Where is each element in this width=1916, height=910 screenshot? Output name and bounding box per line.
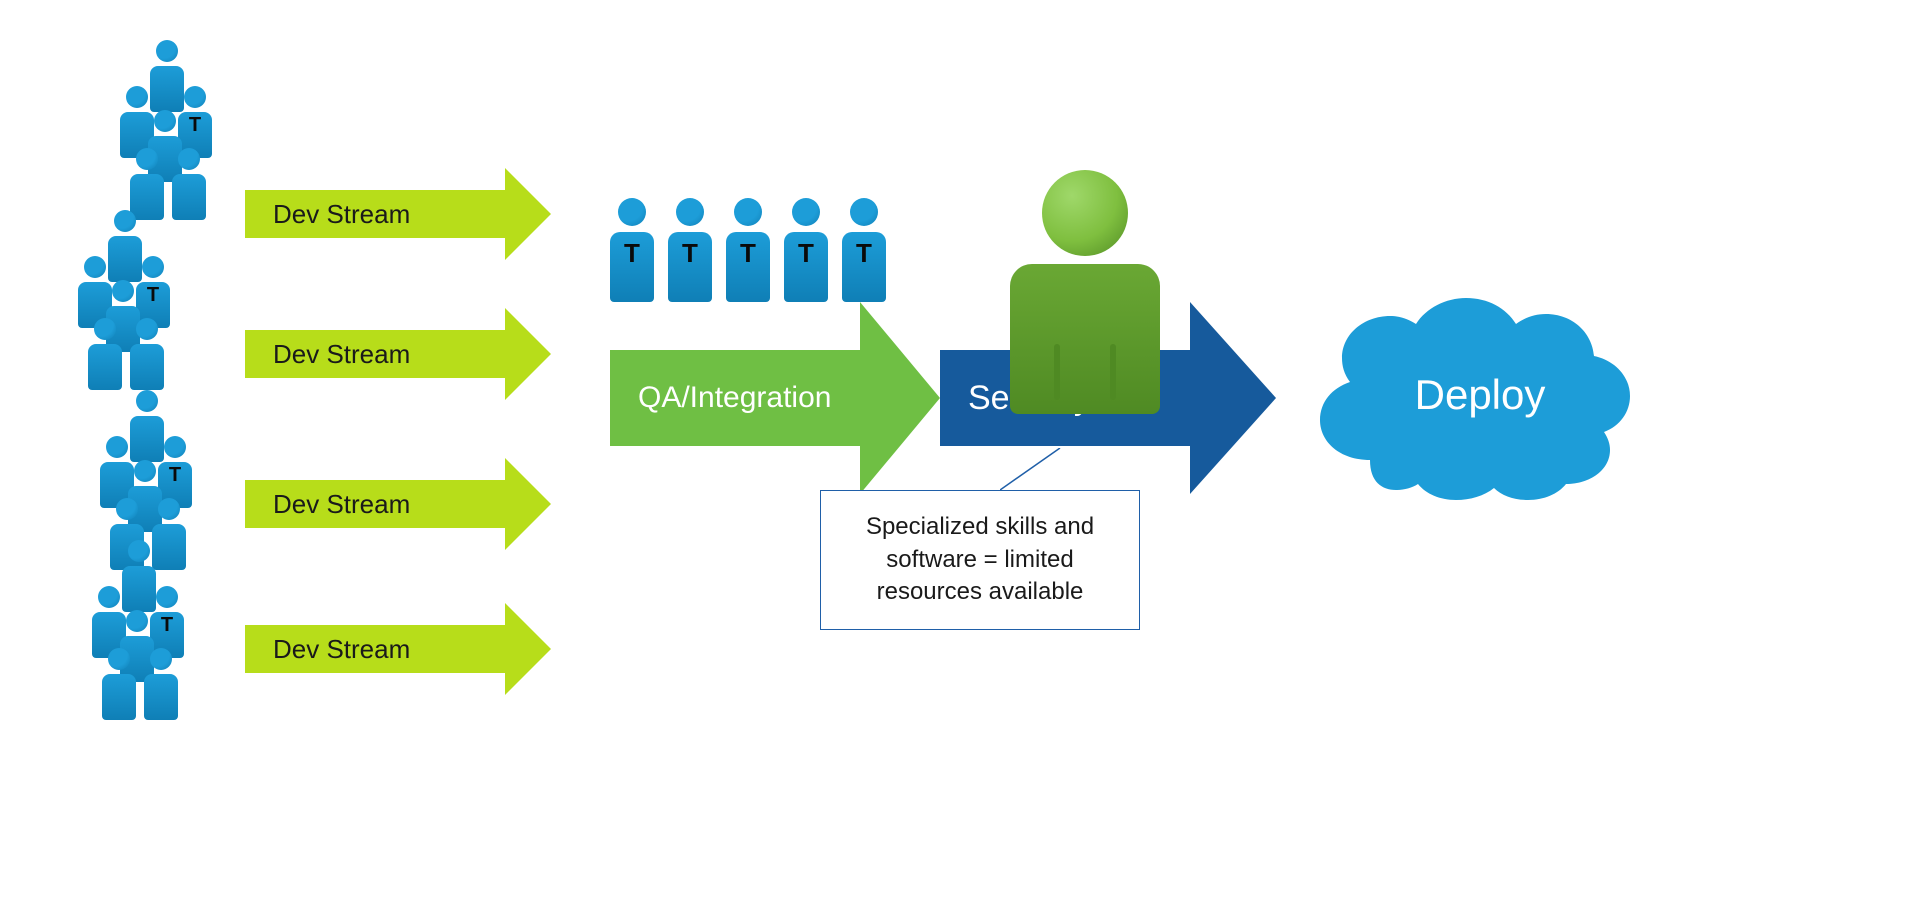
- deploy-label: Deploy: [1415, 371, 1546, 419]
- t-mark: T: [189, 114, 201, 137]
- dev-person-icon: [88, 318, 122, 390]
- security-callout-text: Specialized skills and software = limite…: [839, 511, 1121, 608]
- person-head: [116, 498, 138, 520]
- person-torso: [88, 344, 122, 390]
- person-head: [114, 210, 136, 232]
- dev-stream-arrow-2-head: [505, 308, 551, 400]
- person-head: [126, 86, 148, 108]
- dev-stream-arrow-1-label: Dev Stream: [273, 199, 410, 230]
- person-head: [184, 86, 206, 108]
- security-body: [1010, 264, 1160, 414]
- dev-stream-arrow-3-label: Dev Stream: [273, 489, 410, 520]
- qa-team: TTTTT: [610, 198, 886, 302]
- qa-person-icon: T: [784, 198, 828, 302]
- person-head: [112, 280, 134, 302]
- person-head: [734, 198, 762, 226]
- dev-stream-arrow-3-body: Dev Stream: [245, 480, 505, 528]
- t-mark: T: [161, 614, 173, 637]
- person-head: [136, 390, 158, 412]
- person-torso: T: [668, 232, 712, 302]
- callout-leader-line: [1000, 448, 1062, 492]
- person-torso: [144, 674, 178, 720]
- dev-stream-arrow-2-label: Dev Stream: [273, 339, 410, 370]
- dev-team-1: T: [120, 40, 230, 210]
- deploy-cloud: Deploy: [1300, 290, 1660, 500]
- dev-stream-arrow-2-body: Dev Stream: [245, 330, 505, 378]
- person-head: [158, 498, 180, 520]
- person-torso: T: [610, 232, 654, 302]
- person-head: [136, 318, 158, 340]
- person-torso: T: [784, 232, 828, 302]
- dev-stream-arrow-2: Dev Stream: [245, 330, 551, 378]
- person-head: [156, 586, 178, 608]
- dev-stream-arrow-1-body: Dev Stream: [245, 190, 505, 238]
- dev-stream-arrow-4-label: Dev Stream: [273, 634, 410, 665]
- t-mark: T: [740, 238, 756, 269]
- t-mark: T: [624, 238, 640, 269]
- dev-stream-arrow-1: Dev Stream: [245, 190, 551, 238]
- t-mark: T: [169, 464, 181, 487]
- qa-integration-arrow: QA/Integration: [610, 350, 940, 446]
- slit: [1054, 344, 1060, 400]
- person-head: [128, 540, 150, 562]
- person-head: [850, 198, 878, 226]
- person-head: [154, 110, 176, 132]
- qa-person-icon: T: [842, 198, 886, 302]
- t-mark: T: [147, 284, 159, 307]
- person-head: [94, 318, 116, 340]
- qa-integration-arrow-label: QA/Integration: [638, 381, 831, 415]
- t-mark: T: [798, 238, 814, 269]
- person-torso: [102, 674, 136, 720]
- security-callout: Specialized skills and software = limite…: [820, 490, 1140, 630]
- t-mark: T: [856, 238, 872, 269]
- person-head: [156, 40, 178, 62]
- person-head: [108, 648, 130, 670]
- dev-stream-arrow-4: Dev Stream: [245, 625, 551, 673]
- person-head: [164, 436, 186, 458]
- dev-person-icon: [144, 648, 178, 720]
- security-head: [1042, 170, 1128, 256]
- person-torso: T: [842, 232, 886, 302]
- security-person-icon: [1010, 170, 1160, 414]
- qa-integration-arrow-head: [860, 302, 940, 494]
- dev-stream-arrow-3: Dev Stream: [245, 480, 551, 528]
- person-torso: [130, 344, 164, 390]
- person-head: [126, 610, 148, 632]
- qa-integration-arrow-body: QA/Integration: [610, 350, 860, 446]
- dev-stream-arrow-4-head: [505, 603, 551, 695]
- security-arrow-head: [1190, 302, 1276, 494]
- dev-stream-arrow-4-body: Dev Stream: [245, 625, 505, 673]
- dev-stream-arrow-1-head: [505, 168, 551, 260]
- qa-person-icon: T: [726, 198, 770, 302]
- person-head: [178, 148, 200, 170]
- dev-person-icon: [102, 648, 136, 720]
- qa-person-icon: T: [610, 198, 654, 302]
- person-head: [142, 256, 164, 278]
- person-head: [106, 436, 128, 458]
- person-head: [98, 586, 120, 608]
- person-head: [792, 198, 820, 226]
- person-head: [618, 198, 646, 226]
- slit: [1110, 344, 1116, 400]
- dev-team-2: T: [78, 210, 188, 380]
- person-head: [136, 148, 158, 170]
- qa-person-icon: T: [668, 198, 712, 302]
- dev-team-3: T: [100, 390, 210, 560]
- dev-person-icon: [130, 318, 164, 390]
- person-torso: T: [726, 232, 770, 302]
- dev-team-4: T: [92, 540, 202, 710]
- person-head: [134, 460, 156, 482]
- person-head: [150, 648, 172, 670]
- person-head: [84, 256, 106, 278]
- t-mark: T: [682, 238, 698, 269]
- dev-stream-arrow-3-head: [505, 458, 551, 550]
- person-head: [676, 198, 704, 226]
